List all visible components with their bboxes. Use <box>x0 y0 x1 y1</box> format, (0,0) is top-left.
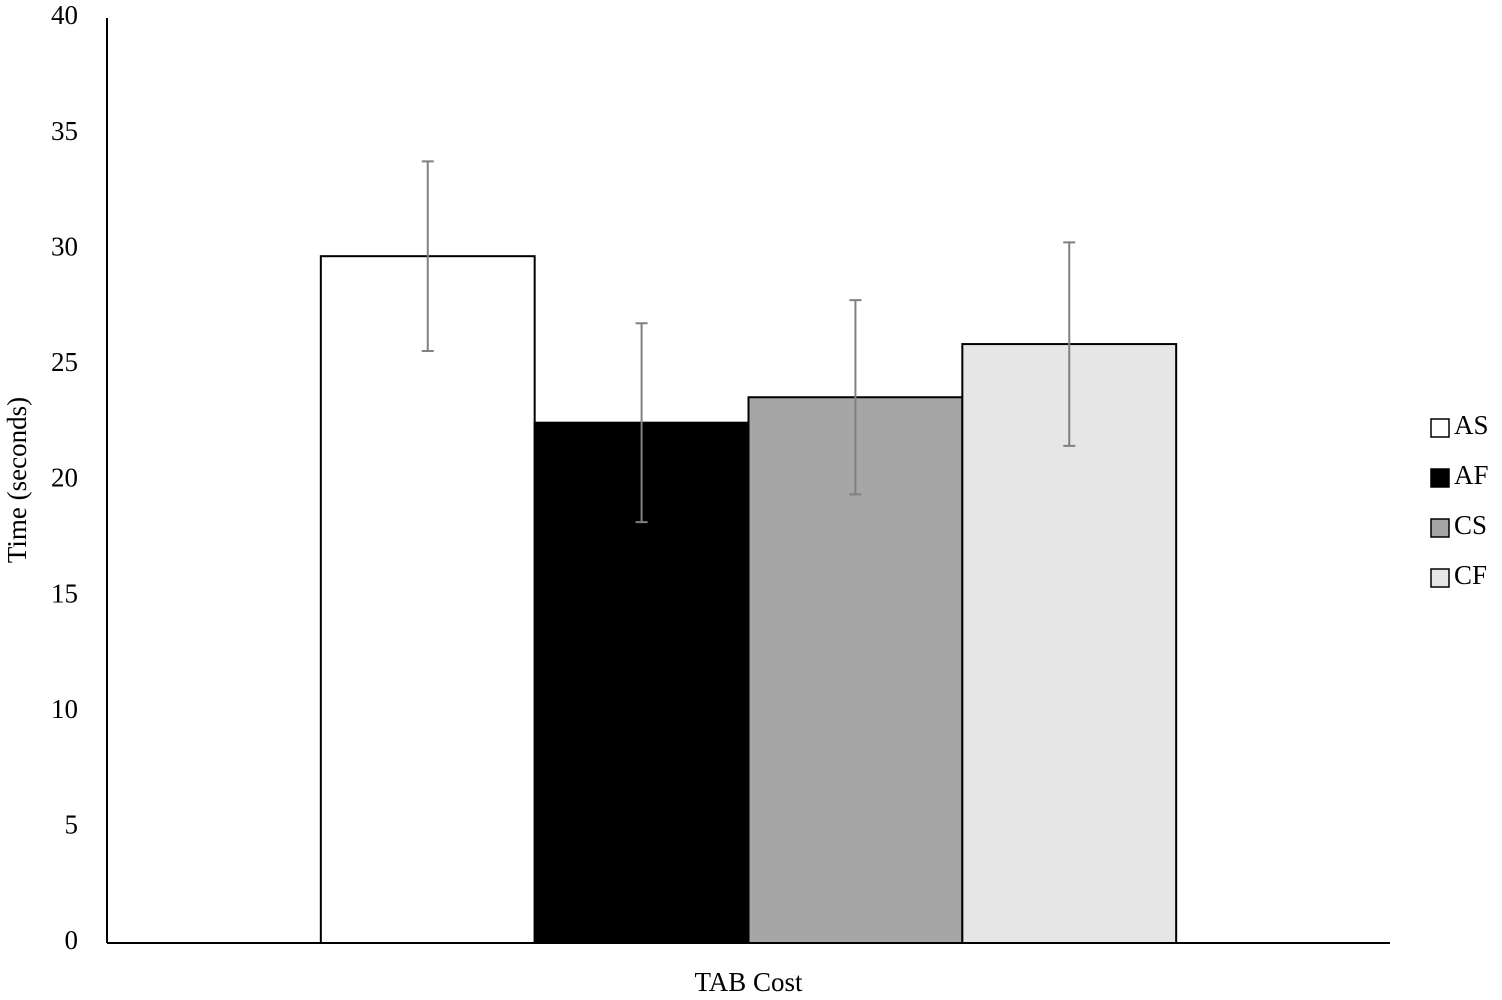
error-bar <box>635 322 648 524</box>
legend-swatch <box>1430 468 1450 488</box>
y-tick-label: 5 <box>65 810 79 840</box>
error-bar <box>1063 241 1076 447</box>
y-tick-label: 30 <box>51 231 78 261</box>
legend-label: AS <box>1454 410 1489 440</box>
y-tick-label: 35 <box>51 116 78 146</box>
y-tick-label: 25 <box>51 347 78 377</box>
y-tick-label: 20 <box>51 463 78 493</box>
legend-label: CS <box>1454 510 1487 540</box>
legend-swatch <box>1430 418 1450 438</box>
bar <box>319 255 536 944</box>
error-bar <box>849 299 862 496</box>
error-bar <box>421 160 434 352</box>
y-tick-label: 15 <box>51 578 78 608</box>
legend-label: AF <box>1454 460 1489 490</box>
legend-swatch <box>1430 518 1450 538</box>
y-tick-label: 40 <box>51 0 78 30</box>
y-axis-label: Time (seconds) <box>2 397 32 563</box>
legend-label: CF <box>1454 560 1487 590</box>
legend-swatch <box>1430 568 1450 588</box>
y-tick-label: 10 <box>51 694 78 724</box>
x-tick-label: TAB Cost <box>694 967 803 997</box>
y-tick-label: 0 <box>65 925 79 955</box>
